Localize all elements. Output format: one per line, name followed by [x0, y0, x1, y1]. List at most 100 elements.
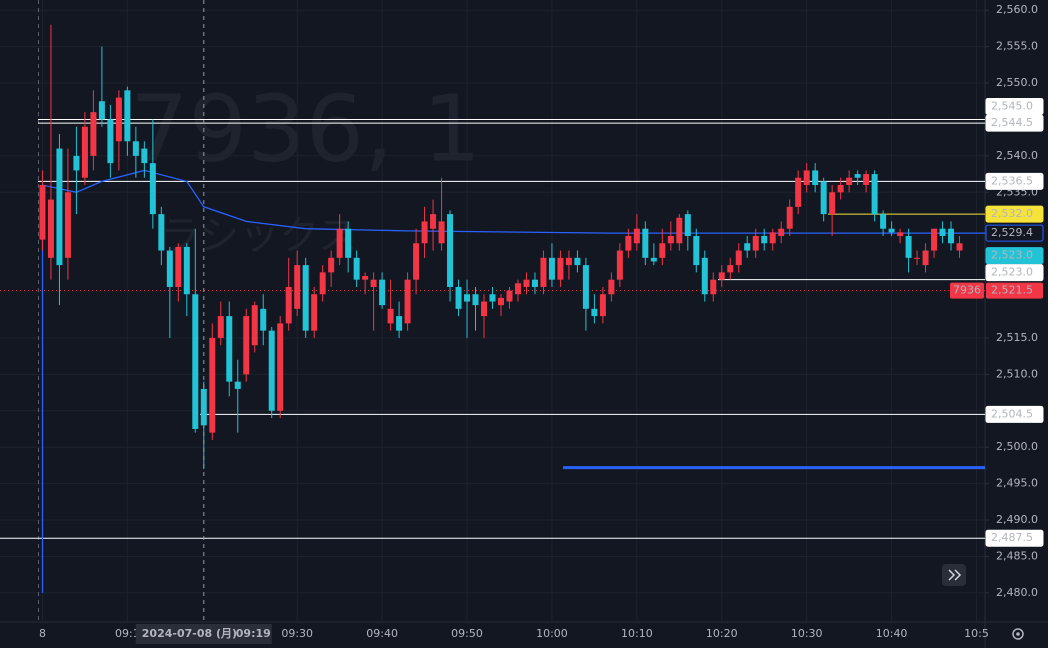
y-tick-label: 2,480.0 [996, 586, 1038, 599]
price-label: 2,545.0 [991, 99, 1033, 112]
price-label: 2,544.5 [991, 116, 1033, 129]
candle-body [294, 265, 301, 309]
y-tick-label: 2,490.0 [996, 513, 1038, 526]
candle-body [616, 250, 623, 280]
candle-body [744, 243, 751, 251]
candle-body [353, 257, 360, 280]
y-tick-label: 2,510.0 [996, 367, 1038, 380]
candle-body [854, 174, 861, 178]
candle-body [464, 294, 471, 302]
candle-body [880, 214, 887, 229]
candle-body [56, 148, 63, 266]
candle-body [370, 279, 377, 287]
candle-body [226, 316, 233, 382]
candle-body [718, 272, 725, 280]
candle-body [778, 228, 785, 236]
crosshair-date: 2024-07-08 (月) [142, 627, 237, 640]
candle-body [183, 246, 190, 295]
candle-body [914, 257, 921, 259]
candle-body [47, 199, 54, 258]
candle-body [175, 246, 182, 287]
watermark-symbol: 7936, 1 [130, 75, 481, 182]
candle-body [523, 279, 530, 287]
settings-icon-center[interactable] [1016, 632, 1020, 636]
settings-icon[interactable] [1012, 628, 1024, 640]
scroll-icon[interactable] [948, 569, 962, 581]
candle-body [871, 174, 878, 215]
candle-body [540, 257, 547, 287]
candle-body [599, 294, 606, 317]
candle-body [922, 250, 929, 266]
candle-body [591, 308, 598, 317]
price-label: 2,536.5 [991, 174, 1033, 187]
candle-body [659, 243, 666, 258]
x-tick-label: 09:50 [451, 627, 483, 640]
candle-body [752, 235, 759, 251]
candle-body [98, 101, 105, 120]
candle-body [939, 228, 946, 236]
candle-body [820, 181, 827, 215]
candle-body [829, 192, 836, 215]
price-label-box [985, 247, 1044, 265]
price-label-box [985, 114, 1044, 132]
candle-body [438, 221, 445, 244]
candle-body [795, 177, 802, 207]
front-layer: 2024-07-08 (月)09:19 [135, 0, 272, 644]
candle-body [149, 163, 156, 215]
candle-body [166, 250, 173, 287]
price-label-box [985, 264, 1044, 282]
price-label: 2,504.5 [991, 407, 1033, 420]
candle-body [625, 235, 632, 251]
settings-button[interactable] [1012, 628, 1024, 640]
x-tick-label: 8 [39, 627, 46, 640]
candle-body [897, 232, 904, 236]
candle-body [387, 308, 394, 324]
candle-body [107, 119, 114, 164]
x-tick-label: 10:10 [621, 627, 653, 640]
price-label-box [985, 405, 1044, 423]
price-label: 2,523.0 [991, 249, 1033, 262]
candle-body [132, 141, 139, 156]
candles-layer [39, 24, 963, 470]
candle-body [328, 257, 335, 273]
candle-body [956, 243, 963, 251]
candle-body [277, 323, 284, 411]
crosshair-label-box [135, 624, 272, 644]
candle-body [362, 276, 369, 280]
candle-body [455, 286, 462, 309]
symbol-box [950, 282, 984, 299]
candle-body [141, 148, 148, 164]
price-label-box [985, 224, 1044, 242]
candle-body [489, 294, 496, 302]
x-tick-label: 10:20 [706, 627, 738, 640]
candle-body [251, 305, 258, 346]
labels-layer: 2,545.0 2,544.5 2,536.5 2,532.0 2,529.4 2,523… [950, 97, 1044, 547]
candle-body [64, 192, 71, 258]
candle-body [90, 112, 97, 156]
candle-body [905, 235, 912, 258]
candle-body [735, 250, 742, 266]
candle-body [39, 184, 46, 240]
candle-body [268, 330, 275, 411]
lines-layer [0, 0, 985, 622]
x-tick-label: 10:30 [791, 627, 823, 640]
candle-body [863, 174, 870, 185]
x-tick-label: 09:1 [115, 627, 140, 640]
candle-body [514, 283, 521, 295]
candle-body [481, 301, 488, 317]
x-tick-label: 10:40 [876, 627, 908, 640]
y-tick-label: 2,485.0 [996, 549, 1038, 562]
candle-body [115, 97, 122, 142]
x-tick-label: 10:00 [536, 627, 568, 640]
candle-body [285, 286, 292, 324]
candle-body [158, 214, 165, 251]
candle-body [396, 316, 403, 331]
candle-body [497, 297, 504, 306]
watermark-name: ラシックス [160, 213, 358, 259]
price-label: 2,523.0 [991, 266, 1033, 279]
watermark: 7936, 1 ラシックス [130, 75, 481, 259]
scroll-button[interactable] [942, 564, 966, 586]
candle-body [472, 294, 479, 306]
candle-body [633, 228, 640, 244]
